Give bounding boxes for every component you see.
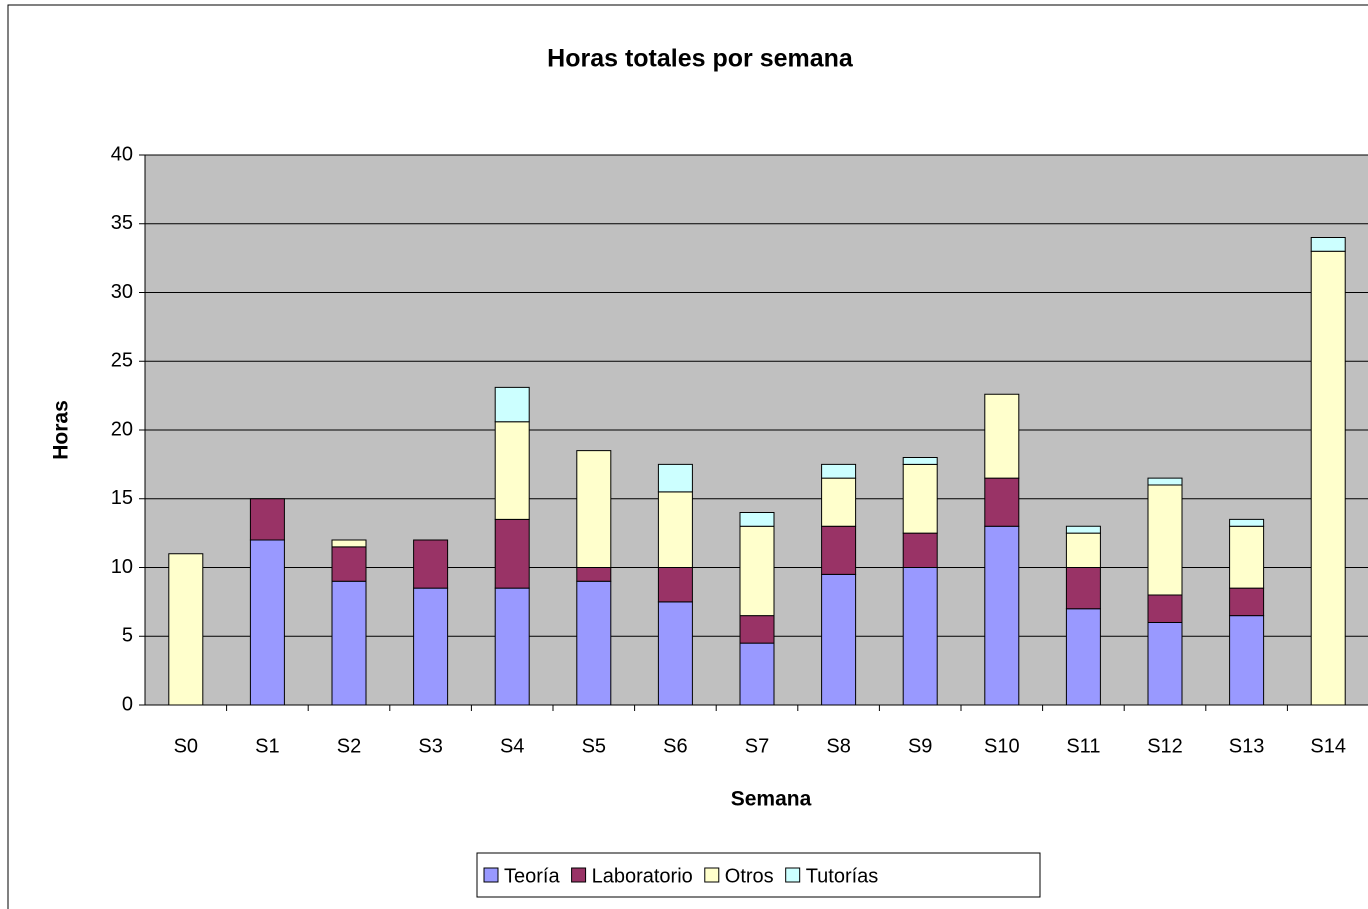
bar-segment — [331, 546, 367, 582]
bar-segment — [1229, 518, 1265, 527]
bar-segment — [1065, 567, 1101, 610]
bar-segment — [984, 393, 1020, 479]
bar-segment — [1147, 484, 1183, 596]
y-tick-label: 25 — [111, 350, 133, 372]
bar-segment — [657, 463, 693, 493]
legend-label: Otros — [725, 865, 774, 887]
x-tick-label: S12 — [1147, 735, 1183, 757]
chart-title: Horas totales por semana — [547, 45, 854, 73]
bar-segment — [1147, 477, 1183, 486]
bar-segment — [984, 525, 1020, 706]
bar-segment — [576, 567, 612, 582]
bar-segment — [576, 580, 612, 706]
bar-segment — [739, 615, 775, 644]
bar-segment — [821, 573, 857, 706]
legend-label: Laboratorio — [592, 865, 693, 887]
legend-label: Teoría — [504, 865, 560, 887]
y-axis-label: Horas — [50, 400, 73, 460]
x-tick-label: S14 — [1310, 735, 1346, 757]
bar-segment — [494, 421, 530, 520]
y-tick-label: 5 — [122, 625, 133, 647]
x-axis-label: Semana — [731, 788, 812, 811]
legend-swatch — [571, 867, 587, 883]
bar-segment — [657, 601, 693, 706]
x-tick-label: S3 — [418, 735, 442, 757]
bar-segment — [1310, 237, 1346, 252]
legend-swatch — [785, 867, 801, 883]
bar-segment — [1065, 532, 1101, 568]
y-tick-label: 35 — [111, 212, 133, 234]
x-tick-label: S8 — [826, 735, 850, 757]
x-tick-label: S1 — [255, 735, 279, 757]
bar-segment — [739, 642, 775, 706]
bar-segment — [902, 532, 938, 568]
legend-swatch — [704, 867, 720, 883]
bar-segment — [902, 567, 938, 706]
bar-segment — [331, 580, 367, 706]
bar-segment — [657, 491, 693, 568]
bar-segment — [494, 587, 530, 706]
bar-segment — [902, 463, 938, 534]
bar-segment — [1310, 250, 1346, 706]
x-tick-label: S5 — [582, 735, 606, 757]
bar-segment — [821, 477, 857, 527]
y-tick-label: 20 — [111, 418, 133, 440]
bar-segment — [1147, 622, 1183, 706]
bar-segment — [1229, 525, 1265, 589]
bar-segment — [821, 463, 857, 479]
bar-segment — [413, 587, 449, 706]
bar-segment — [1229, 587, 1265, 617]
y-tick-label: 10 — [111, 556, 133, 578]
bar-segment — [1229, 615, 1265, 706]
bar-segment — [984, 477, 1020, 527]
bar-segment — [249, 539, 285, 706]
x-tick-label: S10 — [984, 735, 1020, 757]
bar-segment — [576, 450, 612, 568]
y-tick-label: 40 — [111, 143, 133, 165]
legend-box — [476, 852, 1041, 898]
x-tick-label: S2 — [337, 735, 361, 757]
x-tick-label: S9 — [908, 735, 932, 757]
bar-segment — [249, 498, 285, 541]
x-tick-label: S7 — [745, 735, 769, 757]
bar-segment — [739, 512, 775, 527]
bar-segment — [739, 525, 775, 617]
bar-segment — [1065, 525, 1101, 534]
bar-segment — [494, 386, 530, 423]
bar-segment — [413, 539, 449, 589]
x-tick-label: S0 — [174, 735, 198, 757]
y-tick-label: 15 — [111, 487, 133, 509]
bar-segment — [1147, 594, 1183, 623]
y-tick-label: 30 — [111, 281, 133, 303]
y-tick-label: 0 — [122, 693, 133, 715]
x-tick-label: S13 — [1229, 735, 1265, 757]
x-tick-label: S6 — [663, 735, 687, 757]
x-tick-label: S4 — [500, 735, 524, 757]
bar-segment — [821, 525, 857, 575]
x-tick-label: S11 — [1066, 735, 1100, 757]
bar-segment — [168, 553, 204, 706]
bar-segment — [331, 539, 367, 548]
bar-segment — [494, 518, 530, 589]
bar-segment — [902, 457, 938, 465]
legend-swatch — [483, 867, 499, 883]
bar-segment — [657, 567, 693, 603]
bar-segment — [1065, 608, 1101, 706]
legend-label: Tutorías — [806, 865, 879, 887]
